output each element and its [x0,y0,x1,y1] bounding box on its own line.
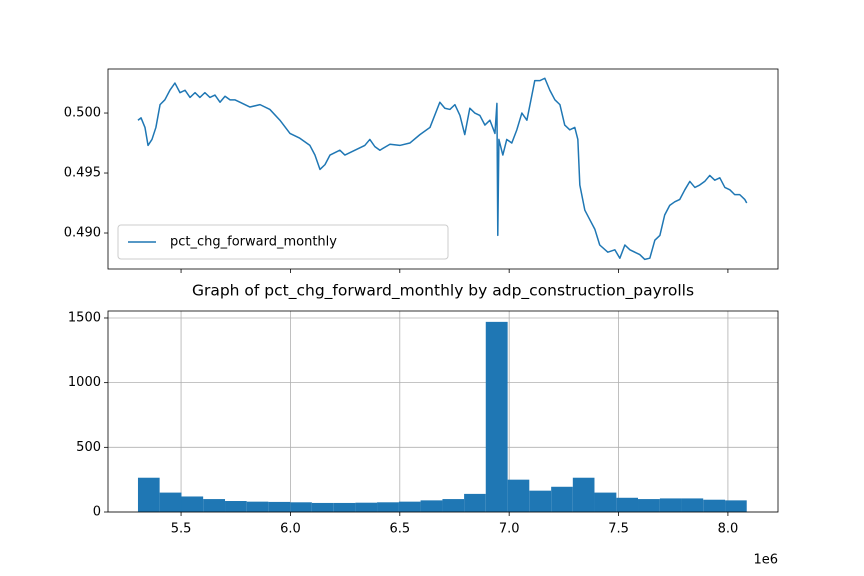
y-tick-label: 0.490 [64,226,101,241]
y-tick-label: 0 [93,505,101,520]
y-tick-label: 1500 [68,310,101,325]
axes-frame [107,310,779,513]
bar [225,501,247,512]
axes-frame [107,68,779,270]
x-tick-label: 8.0 [718,522,739,537]
bar [594,492,617,512]
x-tick-label: 7.5 [608,522,629,537]
x-tick-label: 5.5 [171,522,192,537]
bar [246,501,269,512]
bar [551,486,573,512]
bar [355,502,378,512]
legend-box [117,224,449,260]
legend-label: pct_chg_forward_monthly [170,235,337,250]
bar [398,501,421,512]
bar [290,502,312,512]
bar [268,501,291,512]
bar [442,499,465,512]
x-tick-label: 6.5 [389,522,410,537]
y-tick-label: 500 [76,440,101,455]
bar [159,492,182,512]
y-tick-label: 0.500 [64,106,101,121]
bar [377,502,399,512]
bar [703,499,726,512]
chart-title: Graph of pct_chg_forward_monthly by adp_… [192,282,694,301]
x-tick-label: 6.0 [280,522,301,537]
bar [659,498,682,512]
bar [464,493,486,512]
line [137,77,748,261]
bar [485,321,508,512]
bar [725,500,747,512]
y-tick-label: 0.495 [64,166,101,181]
bar [181,496,204,512]
bar [616,497,639,512]
bar [638,499,660,512]
x-tick-label: 7.0 [499,522,520,537]
bar [311,502,334,512]
bar [333,502,356,512]
bar [529,490,552,512]
x-offset-label: 1e6 [753,553,778,568]
bar [420,500,443,512]
y-tick-label: 1000 [68,375,101,390]
bar [203,499,226,512]
bar [137,477,160,512]
bar [681,498,704,512]
bar [572,477,595,512]
bar [507,479,530,512]
